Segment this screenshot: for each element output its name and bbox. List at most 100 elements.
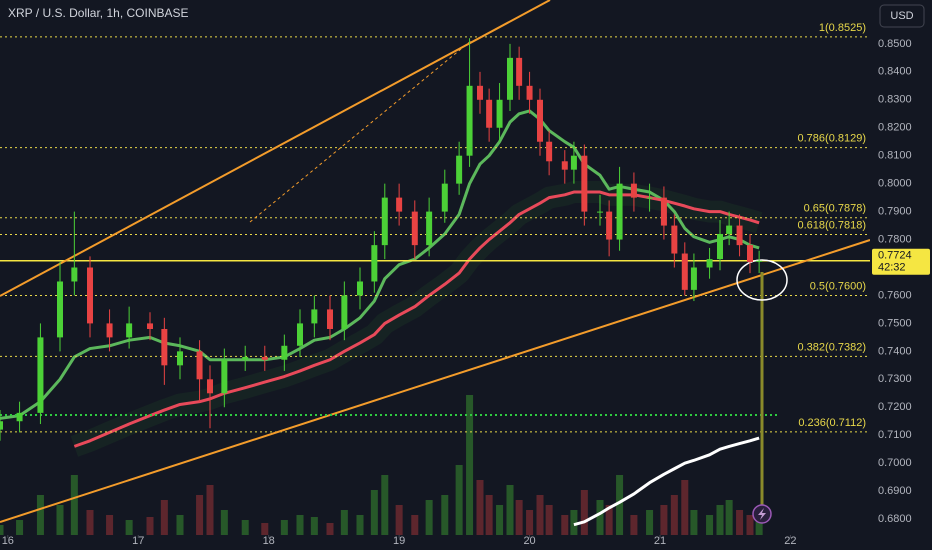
volume-bar	[660, 505, 668, 535]
candle-body	[516, 57, 523, 86]
candle-body	[411, 211, 418, 246]
volume-bar	[370, 490, 378, 535]
y-tick-label: 0.7300	[878, 373, 912, 385]
y-tick-label: 0.7500	[878, 317, 912, 329]
candle-body	[581, 155, 588, 212]
volume-bar	[476, 480, 484, 535]
candle-body	[71, 267, 78, 282]
volume-bar	[16, 520, 24, 535]
fib-label: 0.618(0.7818)	[798, 219, 867, 231]
volume-bar	[220, 510, 228, 535]
volume-bar	[196, 495, 204, 535]
candle-body	[756, 260, 763, 262]
candle-body	[747, 245, 753, 262]
y-tick-label: 0.8100	[878, 150, 912, 162]
candle-body	[57, 281, 63, 338]
candle-body	[341, 295, 348, 329]
volume-bar	[125, 520, 133, 535]
candle-body	[87, 267, 93, 324]
chart-title: XRP / U.S. Dollar, 1h, COINBASE	[8, 6, 189, 20]
candle-body	[726, 225, 733, 234]
candle-body	[106, 323, 113, 338]
volume-bar	[280, 520, 288, 535]
volume-bar	[605, 505, 613, 535]
candle-body	[177, 351, 183, 366]
highlight-circle	[736, 259, 788, 301]
volume-bar	[755, 520, 763, 535]
volume-bar	[596, 500, 604, 535]
volume-bar	[736, 510, 744, 535]
volume-bar	[690, 510, 698, 535]
volume-bar	[381, 475, 389, 535]
candle-body	[396, 197, 403, 212]
volume-bar	[706, 515, 714, 535]
x-tick-label: 21	[654, 535, 666, 547]
lightning	[758, 508, 766, 520]
volume-bar	[681, 480, 689, 535]
volume-bar	[485, 495, 493, 535]
x-tick-label: 20	[523, 535, 535, 547]
y-tick-label: 0.8500	[878, 38, 912, 50]
volume-bar	[261, 523, 269, 535]
axis-layer: 0.6800 0.6900 0.7000 0.7100 0.7200 0.7300 0.74…	[2, 38, 930, 547]
y-tick-label: 0.7900	[878, 206, 912, 218]
candle-body	[311, 309, 318, 324]
candle-body	[507, 57, 513, 100]
volume-bar	[356, 515, 364, 535]
currency-button[interactable]	[879, 4, 925, 28]
volume-bar	[466, 395, 474, 535]
candle-body	[371, 245, 378, 282]
candle-body	[646, 197, 653, 199]
x-tick-label: 22	[784, 535, 796, 547]
candle-body	[630, 183, 637, 198]
candle-body	[597, 211, 603, 213]
volume-bar	[506, 485, 514, 535]
y-tick-label: 0.7100	[878, 429, 912, 441]
candle-body	[606, 211, 613, 240]
volume-bar	[36, 495, 44, 535]
candle-body	[736, 225, 743, 246]
candle-body	[526, 85, 533, 100]
x-tick-label: 19	[393, 535, 405, 547]
volume-bar	[106, 515, 114, 535]
candle-body	[357, 281, 363, 296]
fib-label: 1(0.8525)	[819, 22, 866, 34]
volume-bar	[646, 510, 654, 535]
candle-body	[196, 351, 203, 380]
volume-bar	[716, 505, 724, 535]
y-tick-label: 0.7600	[878, 289, 912, 301]
y-tick-label: 0.8400	[878, 66, 912, 78]
volume-bar	[176, 515, 184, 535]
candle-body	[221, 359, 228, 394]
volume-bar	[746, 515, 754, 535]
moving-average	[73, 190, 760, 448]
volume-bar	[670, 495, 678, 535]
candle-body	[126, 323, 133, 338]
volume-bar	[206, 485, 214, 535]
candle-body	[297, 323, 303, 346]
candle-layer	[0, 38, 763, 441]
candle-body	[161, 328, 168, 366]
candle-body	[381, 197, 388, 246]
candle-body	[207, 379, 213, 394]
volume-bar	[160, 500, 168, 535]
candle-body	[477, 85, 483, 100]
candle-body	[496, 99, 503, 128]
y-tick-label: 0.8000	[878, 178, 912, 190]
volume-bar	[545, 505, 553, 535]
y-tick-label: 0.7800	[878, 233, 912, 245]
price-tag-value: 0.7724	[878, 250, 912, 262]
price-axis	[870, 0, 932, 550]
fib-label: 0.5(0.7600)	[810, 280, 866, 292]
volume-bar	[411, 515, 419, 535]
candle-body	[717, 233, 723, 260]
candle-body	[147, 323, 153, 329]
volume-bar	[536, 495, 544, 535]
volume-bar	[0, 525, 4, 535]
volume-bar	[570, 510, 578, 535]
candle-body	[242, 356, 249, 360]
fib-label: 0.65(0.7878)	[804, 203, 866, 215]
candle-body	[671, 225, 678, 254]
